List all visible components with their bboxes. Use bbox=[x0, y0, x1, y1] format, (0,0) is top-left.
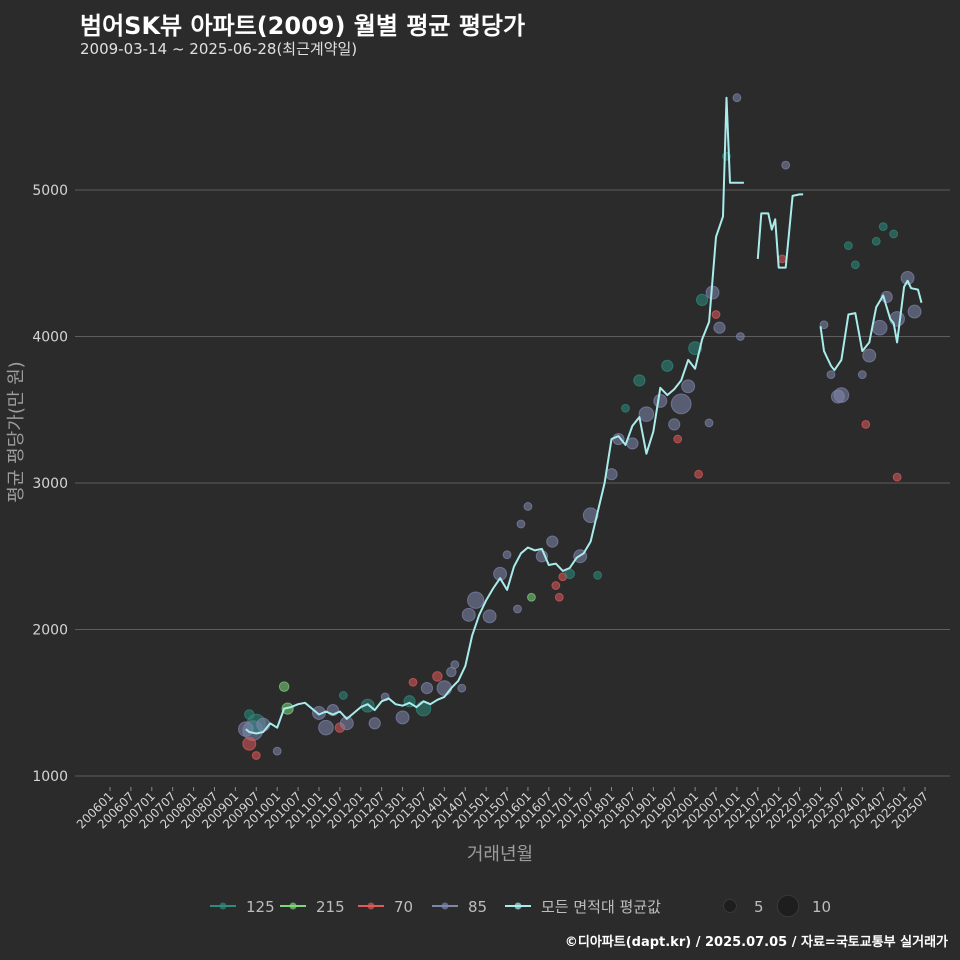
data-point-125 bbox=[339, 692, 347, 700]
data-point-85 bbox=[834, 388, 849, 403]
legend-item-85: 85 bbox=[432, 898, 487, 916]
data-point-70 bbox=[552, 582, 560, 590]
data-point-85 bbox=[369, 718, 380, 729]
data-point-85 bbox=[468, 592, 484, 608]
data-point-70 bbox=[712, 311, 720, 319]
data-point-125 bbox=[622, 404, 630, 412]
legend-size-swatch bbox=[724, 900, 737, 913]
scatter-points bbox=[239, 94, 921, 760]
legend-item-70: 70 bbox=[358, 898, 413, 916]
data-point-85 bbox=[437, 681, 452, 696]
data-point-85 bbox=[458, 684, 466, 692]
data-point-70 bbox=[409, 678, 417, 686]
x-axis: 2006012006072007012007072008012008072009… bbox=[74, 787, 931, 832]
legend-size-5: 5 bbox=[724, 898, 764, 916]
data-point-70 bbox=[862, 421, 870, 429]
y-tick-label: 4000 bbox=[32, 330, 68, 346]
data-point-85 bbox=[733, 94, 741, 102]
legend-item-215: 215 bbox=[280, 898, 345, 916]
data-point-85 bbox=[890, 312, 905, 327]
legend-swatch bbox=[515, 903, 522, 910]
chart-canvas: 1000 2000 3000 4000 5000 2006012006072007012… bbox=[0, 0, 960, 960]
data-point-85 bbox=[462, 608, 475, 621]
data-point-125 bbox=[634, 375, 645, 386]
average-line bbox=[246, 98, 922, 734]
data-point-85 bbox=[503, 551, 511, 559]
data-point-70 bbox=[674, 435, 682, 443]
data-point-85 bbox=[421, 683, 432, 694]
data-point-125 bbox=[879, 223, 887, 231]
legend-label: 70 bbox=[394, 898, 413, 916]
data-point-85 bbox=[705, 419, 713, 427]
data-point-85 bbox=[627, 438, 638, 449]
y-tick-label: 3000 bbox=[32, 476, 68, 492]
data-point-70 bbox=[555, 593, 563, 601]
data-point-85 bbox=[483, 610, 496, 623]
y-axis: 1000 2000 3000 4000 5000 bbox=[32, 183, 68, 785]
data-point-70 bbox=[252, 752, 260, 760]
data-point-215 bbox=[279, 682, 289, 692]
data-point-85 bbox=[517, 520, 525, 528]
x-axis-label: 거래년월 bbox=[467, 844, 533, 865]
data-point-85 bbox=[737, 333, 745, 341]
credit-text: ©디아파트(dapt.kr) / 2025.07.05 / 자료=국토교통부 실… bbox=[565, 931, 948, 950]
data-point-70 bbox=[433, 672, 443, 682]
data-point-85 bbox=[606, 469, 617, 480]
data-point-125 bbox=[594, 571, 602, 579]
legend-label: 125 bbox=[246, 898, 275, 916]
data-point-215 bbox=[528, 593, 536, 601]
data-point-85 bbox=[524, 503, 532, 511]
y-tick-label: 1000 bbox=[32, 769, 68, 785]
data-point-85 bbox=[669, 419, 680, 430]
y-tick-label: 2000 bbox=[32, 623, 68, 639]
data-point-85 bbox=[863, 349, 876, 362]
data-point-85 bbox=[858, 371, 866, 379]
data-point-85 bbox=[782, 161, 790, 169]
data-point-85 bbox=[682, 380, 695, 393]
legend-item-125: 125 bbox=[210, 898, 275, 916]
grid-lines bbox=[75, 190, 950, 776]
data-point-85 bbox=[514, 605, 522, 613]
legend: 125 215 70 85 모든 면적대 평균값 5 10 bbox=[210, 895, 831, 916]
legend-label: 215 bbox=[316, 898, 345, 916]
legend-item-모든 면적대 평균값: 모든 면적대 평균값 bbox=[505, 898, 661, 916]
legend-label: 85 bbox=[468, 898, 487, 916]
average-line-segment bbox=[246, 98, 744, 734]
data-point-125 bbox=[872, 237, 880, 245]
legend-label: 모든 면적대 평균값 bbox=[541, 898, 661, 916]
data-point-85 bbox=[639, 407, 654, 422]
legend-size-swatch bbox=[777, 895, 798, 916]
data-point-85 bbox=[714, 322, 725, 333]
legend-swatch bbox=[290, 903, 297, 910]
data-point-85 bbox=[872, 320, 887, 335]
data-point-85 bbox=[396, 711, 409, 724]
data-point-85 bbox=[654, 395, 667, 408]
data-point-85 bbox=[827, 371, 835, 379]
legend-swatch bbox=[442, 903, 449, 910]
data-point-125 bbox=[662, 360, 673, 371]
data-point-70 bbox=[778, 255, 786, 263]
data-point-85 bbox=[547, 536, 558, 547]
data-point-125 bbox=[890, 230, 898, 238]
data-point-70 bbox=[243, 737, 256, 750]
y-tick-label: 5000 bbox=[32, 183, 68, 199]
legend-swatch bbox=[368, 903, 375, 910]
data-point-125 bbox=[844, 242, 852, 250]
data-point-70 bbox=[893, 473, 901, 481]
data-point-125 bbox=[851, 261, 859, 269]
data-point-70 bbox=[695, 470, 703, 478]
legend-size-label: 5 bbox=[754, 898, 764, 916]
y-axis-label: 평균 평당가(만 원) bbox=[6, 361, 27, 502]
data-point-125 bbox=[696, 294, 707, 305]
data-point-85 bbox=[451, 661, 459, 669]
data-point-85 bbox=[257, 718, 270, 731]
data-point-85 bbox=[671, 394, 691, 414]
legend-size-10: 10 bbox=[777, 895, 831, 916]
legend-size-label: 10 bbox=[812, 898, 831, 916]
data-point-85 bbox=[908, 305, 921, 318]
data-point-125 bbox=[565, 569, 575, 579]
data-point-85 bbox=[319, 720, 334, 735]
data-point-85 bbox=[273, 747, 281, 755]
legend-swatch bbox=[220, 903, 227, 910]
